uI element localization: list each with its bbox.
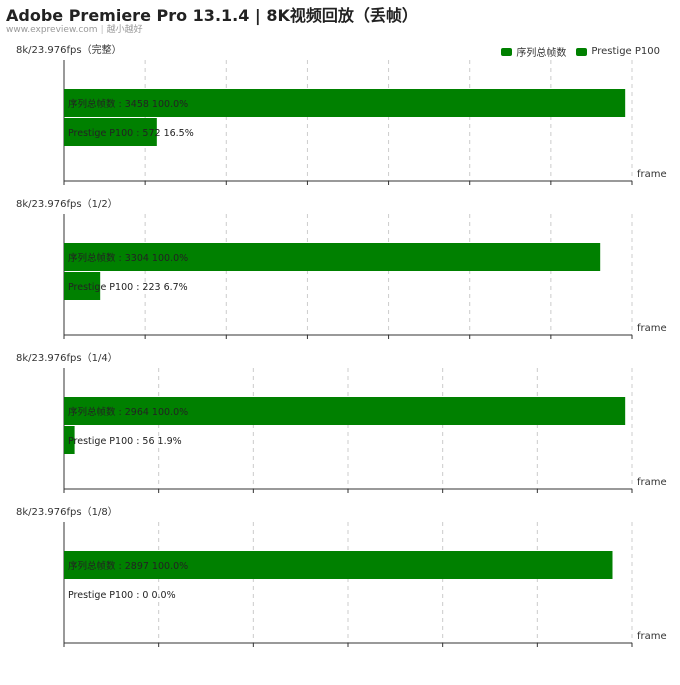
- legend-label-total-frames: 序列总帧数: [516, 48, 567, 59]
- bar-prestige-p100: [64, 426, 75, 454]
- chart-title: Adobe Premiere Pro 13.1.4 | 8K视频回放（丢帧）: [6, 6, 418, 25]
- bar-total-frames: [64, 243, 601, 271]
- chart-svg-full: 8k/23.976fps（完整）05001,0001,5002,0002,500…: [16, 43, 667, 200]
- source-author: 越小越好: [106, 25, 143, 35]
- data-label-total-frames: 序列总帧数 : 2964 100.0%: [68, 406, 188, 418]
- data-label-prestige-p100: Prestige P100 : 572 16.5%: [68, 128, 194, 139]
- chart-legend: 序列总帧数 Prestige P100: [501, 44, 660, 59]
- chart-svg-quarter: 8k/23.976fps（1/4）05001,0001,5002,0002,50…: [16, 352, 667, 508]
- chart-svg-eighth: 8k/23.976fps（1/8）05001,0001,5002,0002,50…: [16, 506, 667, 662]
- data-label-prestige-p100: Prestige P100 : 0 0.0%: [68, 590, 176, 601]
- panel-title: 8k/23.976fps（1/2）: [16, 198, 118, 210]
- legend-label-prestige-p100: Prestige P100: [591, 46, 660, 57]
- chart-panel-half: 8k/23.976fps（1/2）05001,0001,5002,0002,50…: [0, 192, 680, 354]
- panel-title: 8k/23.976fps（1/4）: [16, 352, 118, 364]
- data-label-prestige-p100: Prestige P100 : 56 1.9%: [68, 436, 182, 447]
- data-label-total-frames: 序列总帧数 : 3458 100.0%: [68, 98, 188, 110]
- bar-total-frames: [64, 551, 613, 579]
- chart-panel-quarter: 8k/23.976fps（1/4）05001,0001,5002,0002,50…: [0, 346, 680, 508]
- chart-source: www.expreview.com | 越小越好: [6, 22, 143, 35]
- x-axis-label: frame: [637, 631, 667, 642]
- bar-total-frames: [64, 89, 626, 117]
- source-site: www.expreview.com: [6, 25, 98, 35]
- bar-prestige-p100: [64, 272, 101, 300]
- legend-item-total-frames[interactable]: 序列总帧数: [501, 44, 566, 59]
- x-axis-label: frame: [637, 323, 667, 334]
- panel-title: 8k/23.976fps（完整）: [16, 43, 122, 56]
- legend-swatch-total-frames: [501, 47, 513, 56]
- data-label-total-frames: 序列总帧数 : 3304 100.0%: [68, 252, 188, 264]
- x-axis-label: frame: [637, 477, 667, 488]
- chart-svg-half: 8k/23.976fps（1/2）05001,0001,5002,0002,50…: [16, 198, 667, 354]
- chart-panel-full: 8k/23.976fps（完整）05001,0001,5002,0002,500…: [0, 38, 680, 200]
- legend-item-prestige-p100[interactable]: Prestige P100: [576, 44, 660, 59]
- bar-prestige-p100: [64, 118, 157, 146]
- legend-swatch-prestige-p100: [576, 47, 588, 56]
- bar-total-frames: [64, 397, 626, 425]
- panel-title: 8k/23.976fps（1/8）: [16, 506, 118, 518]
- data-label-prestige-p100: Prestige P100 : 223 6.7%: [68, 282, 188, 293]
- x-axis-label: frame: [637, 169, 667, 180]
- chart-panel-eighth: 8k/23.976fps（1/8）05001,0001,5002,0002,50…: [0, 500, 680, 662]
- source-separator: |: [100, 25, 104, 35]
- chart-header: Adobe Premiere Pro 13.1.4 | 8K视频回放（丢帧） w…: [0, 0, 680, 38]
- data-label-total-frames: 序列总帧数 : 2897 100.0%: [68, 560, 188, 572]
